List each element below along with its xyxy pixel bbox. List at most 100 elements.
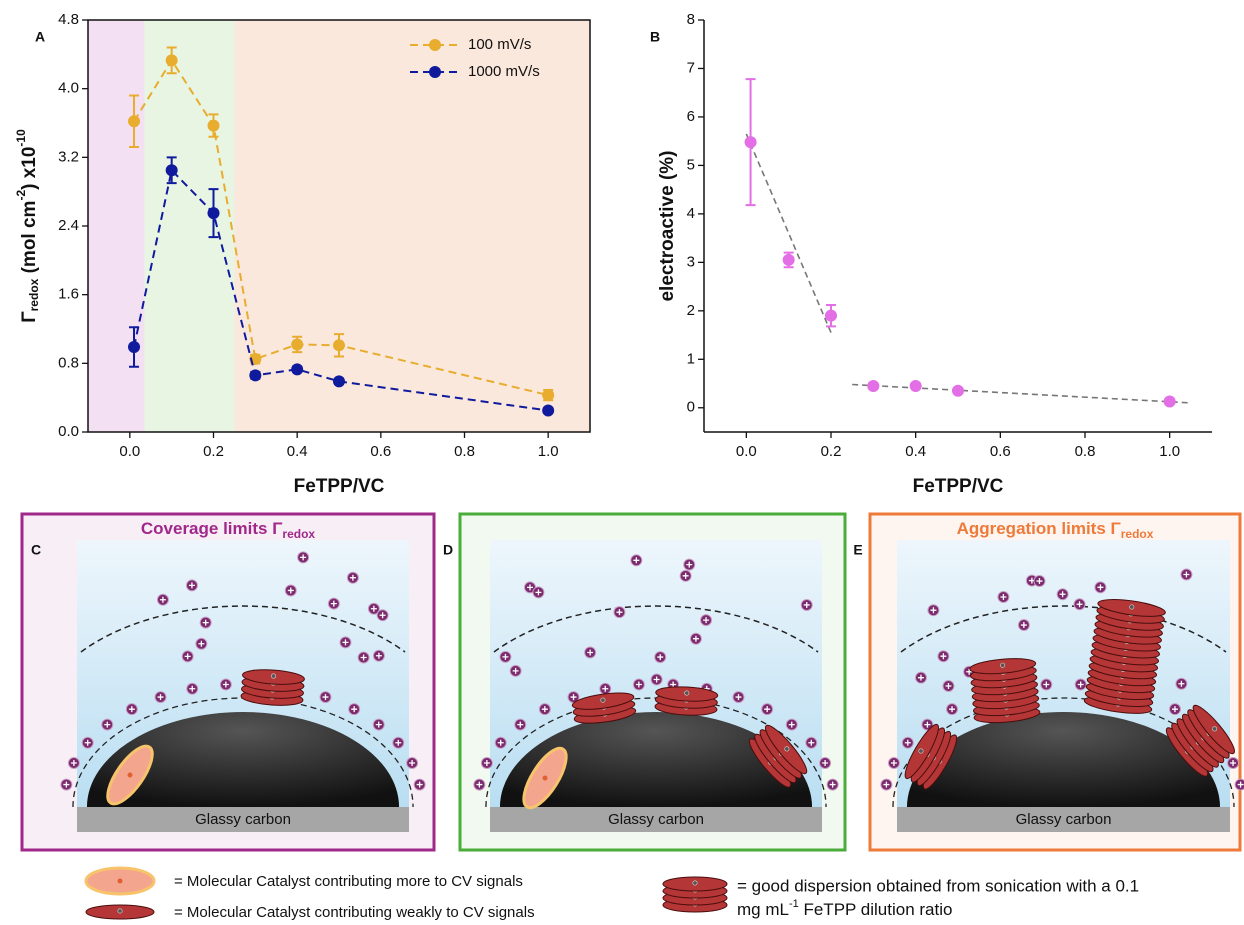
x-tick-label: 0.0: [119, 443, 140, 460]
trendline: [852, 383, 1191, 404]
cation-plus: [1059, 591, 1066, 598]
cation-plus: [1036, 578, 1043, 585]
legend-text: = Molecular Catalyst contributing weakly…: [174, 904, 535, 921]
cation-plus: [917, 674, 924, 681]
cation-plus: [1171, 706, 1178, 713]
y-axis-label-part: Γ: [19, 311, 40, 323]
cation-plus: [616, 609, 623, 616]
cation-plus: [1000, 594, 1007, 601]
y-tick-label: 1: [687, 350, 695, 367]
y-axis-label-part: ) x10: [19, 147, 40, 190]
cation-plus: [890, 760, 897, 767]
glassy-carbon: [897, 807, 1230, 832]
cation-plus: [300, 554, 307, 561]
cation-plus: [703, 617, 710, 624]
cation-plus: [63, 781, 70, 788]
data-point: [249, 369, 262, 382]
cation-plus: [904, 739, 911, 746]
cation-plus: [512, 667, 519, 674]
y-axis-label: Γredox (mol cm-2) x10-10: [14, 129, 41, 323]
catalyst-stack: [571, 692, 637, 724]
x-axis-label: FeTPP/VC: [913, 476, 1004, 497]
cation-plus: [379, 612, 386, 619]
cation-plus: [497, 739, 504, 746]
carbon-particle: [499, 712, 813, 807]
y-tick-label: 2: [687, 302, 695, 319]
y-axis-label-part: (mol cm: [19, 201, 40, 279]
diagram-legend: = Molecular Catalyst contributing more t…: [84, 866, 1139, 921]
catalyst-center: [784, 746, 790, 752]
cation-plus: [735, 694, 742, 701]
cation-plus: [633, 557, 640, 564]
cation-plus: [330, 600, 337, 607]
panel-label: E: [853, 542, 862, 558]
carbon-particle: [86, 712, 400, 807]
data-point: [128, 341, 141, 354]
catalyst-center: [117, 908, 123, 914]
catalyst-center: [600, 697, 606, 703]
y-tick-label: 7: [687, 59, 695, 76]
cation-plus: [104, 721, 111, 728]
cation-plus: [930, 607, 937, 614]
cation-plus: [1077, 681, 1084, 688]
panel-e: Glassy carbon E Aggregation limits Γredox: [853, 512, 1244, 852]
cation-plus: [940, 653, 947, 660]
legend-marker: [429, 66, 441, 78]
cation-plus: [128, 706, 135, 713]
legend-text-part: mg mL: [737, 900, 789, 919]
cation-plus: [287, 587, 294, 594]
panel-title: Coverage limits Γredox: [141, 519, 316, 541]
panel-title-part: redox: [282, 527, 315, 541]
cation-plus: [822, 760, 829, 767]
cation-plus: [949, 706, 956, 713]
data-point: [952, 384, 964, 397]
panel-d: Glassy carbon D: [443, 512, 847, 852]
data-point: [128, 115, 141, 128]
catalyst-center: [1129, 604, 1135, 610]
cation-plus: [1020, 622, 1027, 629]
cation-plus: [808, 739, 815, 746]
cation-plus: [370, 605, 377, 612]
data-point: [291, 363, 304, 376]
panel-c: Glassy carbon C Coverage limits Γredox: [20, 512, 436, 852]
x-tick-label: 0.8: [1075, 443, 1096, 460]
y-tick-label: 4.0: [58, 80, 79, 97]
cation-plus: [188, 582, 195, 589]
catalyst-center: [127, 772, 133, 778]
catalyst-stack: [1165, 704, 1235, 777]
data-point: [744, 136, 757, 149]
y-axis-label-part: -10: [14, 129, 28, 147]
diffusion-boundary: [80, 605, 406, 653]
catalyst-center: [271, 673, 277, 679]
legend-label: 100 mV/s: [468, 36, 531, 53]
cation-plus: [945, 682, 952, 689]
y-tick-label: 4.8: [58, 11, 79, 28]
x-tick-label: 0.2: [203, 443, 224, 460]
cation-plus: [602, 685, 609, 692]
catalyst-dark: [85, 904, 155, 920]
cation-plus: [476, 781, 483, 788]
legend-text: = good dispersion obtained from sonicati…: [737, 876, 1139, 895]
diffusion-boundary: [493, 605, 819, 653]
x-axis-label: FeTPP/VC: [294, 476, 385, 497]
catalyst-single: [84, 866, 156, 896]
cation-plus: [349, 574, 356, 581]
cation-plus: [788, 721, 795, 728]
catalyst-center: [684, 690, 690, 696]
glassy-carbon: [490, 807, 822, 832]
y-tick-label: 0: [687, 399, 695, 416]
catalyst-stack: [240, 669, 305, 706]
cation-plus: [682, 572, 689, 579]
data-point: [333, 375, 345, 388]
cation-plus: [657, 654, 664, 661]
catalyst-center: [542, 775, 548, 781]
cation-plus: [1076, 601, 1083, 608]
cation-plus: [360, 654, 367, 661]
substrate-label: Glassy carbon: [1016, 811, 1112, 828]
data-point: [207, 207, 220, 220]
cation-plus: [202, 619, 209, 626]
legend-text-part: FeTPP dilution ratio: [799, 900, 953, 919]
cation-plus: [1097, 584, 1104, 591]
y-tick-label: 8: [687, 11, 695, 28]
cation-plus: [517, 721, 524, 728]
